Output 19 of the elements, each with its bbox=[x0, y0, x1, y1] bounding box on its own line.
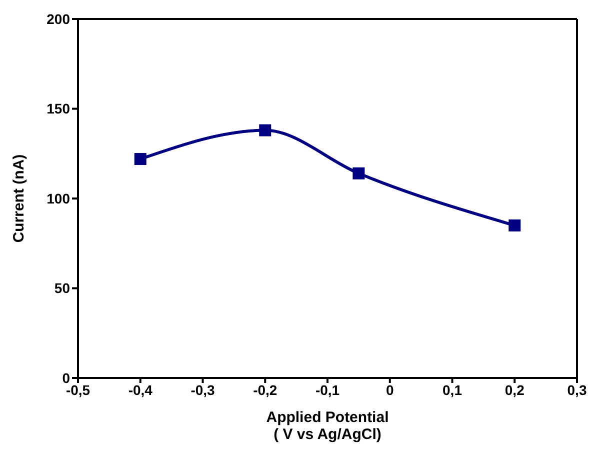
x-tick-label: 0,2 bbox=[504, 382, 525, 398]
point bbox=[508, 219, 521, 232]
point bbox=[134, 153, 146, 166]
y-tick-label: 0 bbox=[62, 370, 70, 386]
x-tick-label: 0 bbox=[386, 382, 394, 398]
point bbox=[259, 124, 272, 136]
x-tick-label: -0,3 bbox=[190, 382, 216, 398]
y-tick-label: 100 bbox=[46, 190, 70, 206]
y-axis-title: Current (nA) bbox=[10, 154, 28, 243]
x-tick-label: -0,4 bbox=[128, 382, 153, 398]
y-tick-label: 200 bbox=[46, 10, 70, 27]
y-tick-label: 150 bbox=[46, 100, 70, 117]
x-tick-label: 0,1 bbox=[442, 382, 462, 398]
x-axis-title: Applied Potential ( V vs Ag/AgCl) bbox=[266, 409, 389, 443]
x-tick-label: -0,1 bbox=[315, 382, 340, 398]
x-tick-label: 0,3 bbox=[567, 382, 587, 398]
y-tick-label: 50 bbox=[54, 280, 70, 296]
x-tick-label: -0,2 bbox=[253, 382, 278, 398]
point bbox=[352, 167, 365, 180]
